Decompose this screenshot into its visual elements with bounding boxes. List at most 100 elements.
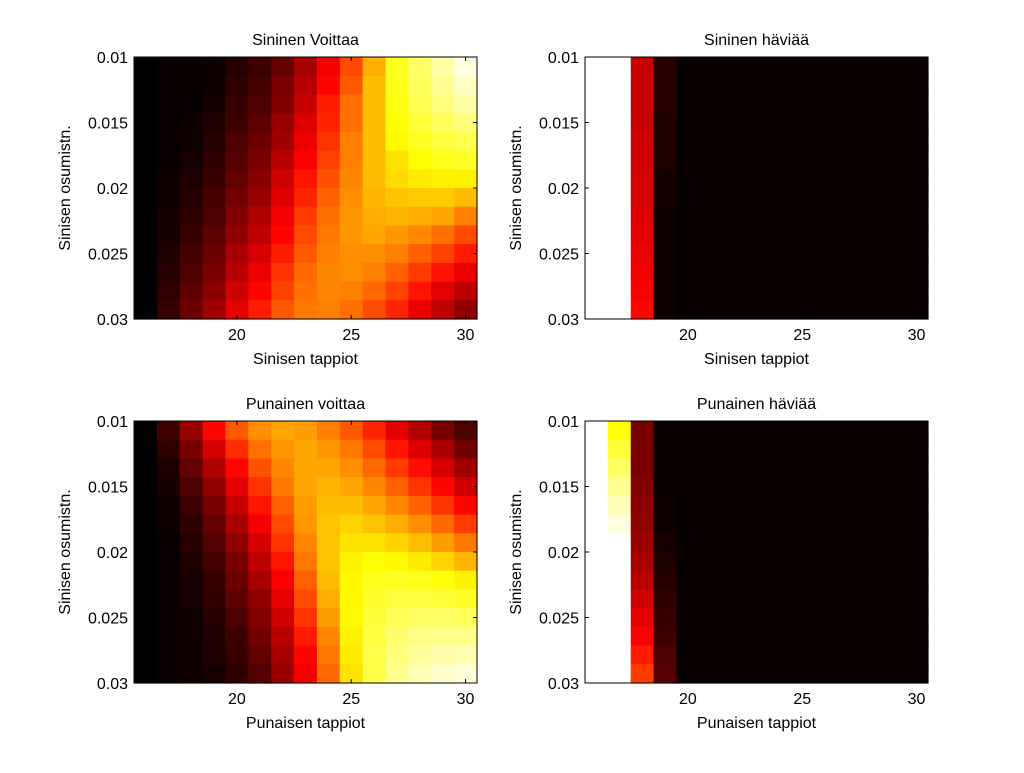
heatmap-cell <box>362 150 387 170</box>
heatmap-cell <box>385 552 409 572</box>
heatmap-cell <box>179 131 204 152</box>
heatmap-cell <box>882 94 906 114</box>
heatmap-cell <box>836 300 860 320</box>
heatmap-cell <box>202 589 227 609</box>
heatmap-cell <box>882 477 906 497</box>
heatmap-cell <box>431 225 455 245</box>
heatmap-cell <box>745 94 769 114</box>
heatmap-cell <box>294 225 318 245</box>
heatmap-cell <box>248 421 272 441</box>
heatmap-cell <box>653 262 678 283</box>
heatmap-cell <box>676 225 700 245</box>
y-tick-label: 0.02 <box>548 545 579 562</box>
heatmap-cell <box>271 626 295 647</box>
heatmap-cell <box>408 75 432 96</box>
heatmap-cell <box>294 188 318 208</box>
heatmap-cell <box>699 150 723 170</box>
chart-title: Punainen häviää <box>697 396 816 413</box>
heatmap-cell <box>431 131 455 152</box>
heatmap-cell <box>431 113 455 133</box>
heatmap-cell <box>676 626 700 647</box>
heatmap-cell <box>585 281 609 301</box>
heatmap-cell <box>362 570 387 591</box>
heatmap-cell <box>607 57 632 77</box>
heatmap-cell <box>790 169 815 189</box>
heatmap-cell <box>454 169 478 189</box>
heatmap-cell <box>790 570 815 591</box>
heatmap-cell <box>767 552 792 572</box>
heatmap-cell <box>454 608 478 628</box>
heatmap-cell <box>607 477 632 497</box>
heatmap-cell <box>882 626 906 647</box>
heatmap-cell <box>882 533 906 553</box>
y-axis-label: Sinisen osumistn. <box>57 125 74 250</box>
heatmap-cell <box>699 300 723 320</box>
heatmap-cell <box>179 589 204 609</box>
heatmap-cell <box>745 626 769 647</box>
heatmap-cell <box>882 645 906 665</box>
heatmap-cell <box>271 75 295 96</box>
heatmap-cell <box>271 421 295 441</box>
heatmap-cell <box>431 169 455 189</box>
heatmap-cell <box>362 113 387 133</box>
x-axis-label: Sinisen tappiot <box>704 351 810 368</box>
heatmap-cell <box>454 570 478 591</box>
heatmap-cell <box>271 244 295 264</box>
heatmap-cell <box>339 664 364 684</box>
heatmap-cell <box>134 75 158 96</box>
heatmap-cell <box>339 514 364 534</box>
heatmap-cell <box>905 57 929 77</box>
heatmap-cell <box>905 206 929 227</box>
heatmap-cell <box>408 495 432 516</box>
heatmap-cell <box>859 206 883 227</box>
heatmap-cell <box>722 57 746 77</box>
heatmap-cell <box>882 225 906 245</box>
heatmap-cell <box>225 608 249 628</box>
heatmap-cell <box>882 495 906 516</box>
heatmap-cell <box>248 225 272 245</box>
heatmap-cell <box>248 150 272 170</box>
heatmap-cell <box>454 225 478 245</box>
heatmap-cell <box>408 514 432 534</box>
heatmap-cell <box>722 262 746 283</box>
heatmap-cell <box>676 495 700 516</box>
heatmap-cell <box>767 608 792 628</box>
heatmap-cell <box>905 131 929 152</box>
heatmap-cell <box>179 608 204 628</box>
heatmap-panel-blue-wins: 20 25 30 0.01 0.015 0.02 0.025 0.03 Sininen Voit… <box>57 32 478 368</box>
heatmap-cell <box>385 244 409 264</box>
heatmap-cell <box>745 664 769 684</box>
heatmap-cell <box>882 608 906 628</box>
heatmap-cell <box>408 477 432 497</box>
heatmap-cell <box>630 150 655 170</box>
heatmap-cell <box>202 262 227 283</box>
heatmap-cell <box>294 477 318 497</box>
heatmap-cell <box>630 626 655 647</box>
heatmap-cell <box>156 225 181 245</box>
heatmap-cell <box>294 552 318 572</box>
heatmap-cell <box>362 552 387 572</box>
heatmap-cell <box>630 589 655 609</box>
heatmap-cell <box>585 421 609 441</box>
heatmap-cell <box>225 421 249 441</box>
heatmap-cell <box>362 626 387 647</box>
heatmap-cell <box>813 262 838 283</box>
heatmap-cell <box>859 626 883 647</box>
heatmap-cell <box>225 57 249 77</box>
heatmap-cell <box>294 514 318 534</box>
heatmap-cell <box>699 664 723 684</box>
heatmap-cell <box>585 244 609 264</box>
heatmap-cell <box>248 169 272 189</box>
heatmap-cell <box>699 169 723 189</box>
heatmap-cell <box>745 131 769 152</box>
heatmap-cell <box>454 458 478 478</box>
heatmap-cell <box>653 664 678 684</box>
heatmap-cell <box>362 281 387 301</box>
heatmap-cell <box>585 645 609 665</box>
heatmap-cell <box>630 645 655 665</box>
heatmap-cell <box>607 421 632 441</box>
heatmap-cell <box>630 206 655 227</box>
heatmap-cell <box>362 645 387 665</box>
heatmap-cell <box>722 94 746 114</box>
heatmap-cell <box>362 421 387 441</box>
